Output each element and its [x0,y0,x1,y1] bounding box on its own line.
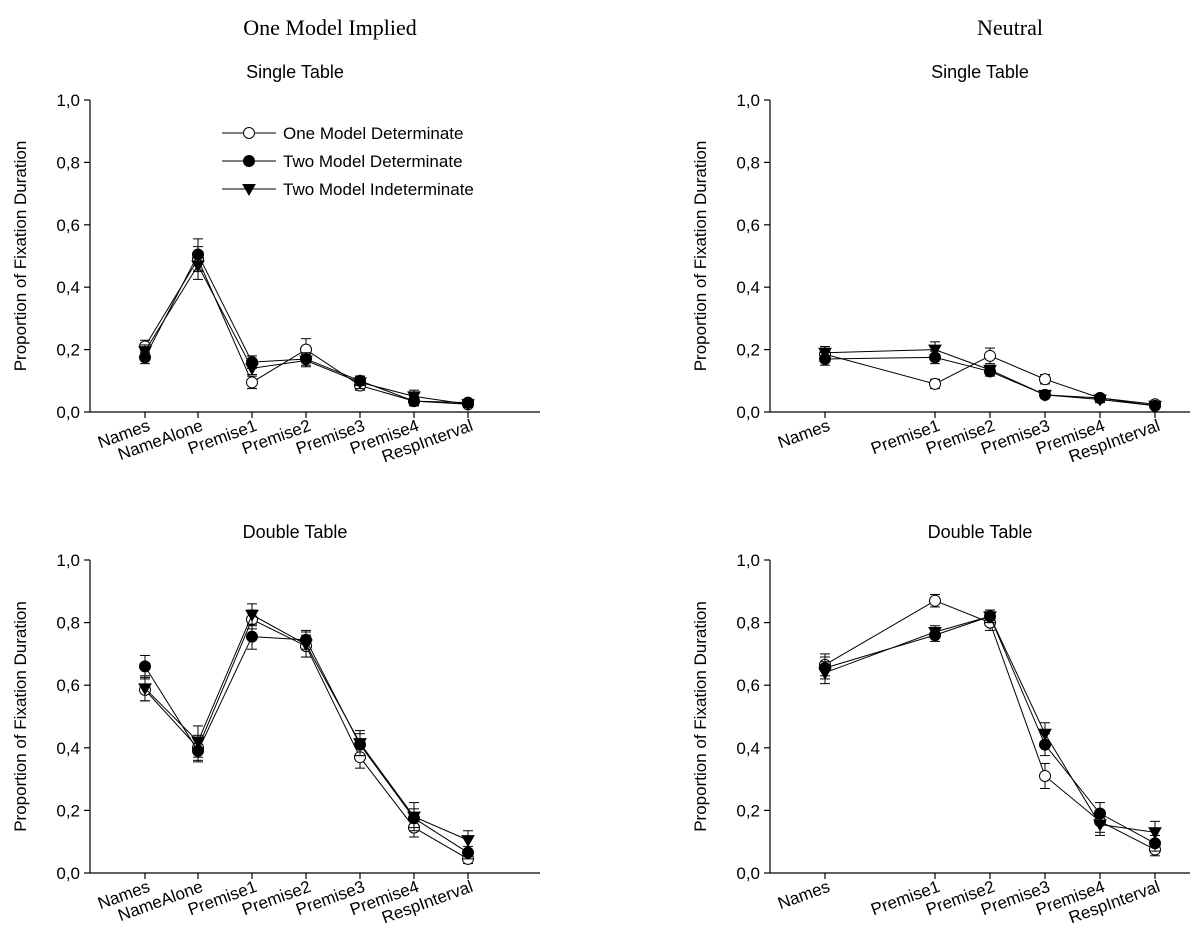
y-tick-label: 0,0 [736,864,760,883]
data-point [407,811,421,824]
y-tick-label: 0,6 [56,676,80,695]
y-tick-label: 0,6 [56,216,80,235]
series-line [824,615,1156,844]
data-point [1039,373,1051,386]
data-point [928,626,942,639]
data-point [1038,389,1052,402]
panel-title: Single Table [246,62,344,82]
column-title-right: Neutral [977,15,1043,40]
legend-marker [242,184,256,197]
y-tick-label: 0,8 [56,614,80,633]
legend-marker [243,155,255,167]
series-line [824,349,1156,407]
panel-title: Single Table [931,62,1029,82]
y-tick-label: 0,8 [736,614,760,633]
series-line [824,356,1156,407]
data-point [1039,769,1051,782]
legend-label: Two Model Indeterminate [283,180,474,199]
chart-panel-1: Single Table 0,0 0,2 0,4 0,6 0,8 1,0 Proportion… [11,62,540,466]
y-tick-label: 0,6 [736,676,760,695]
data-point [929,594,941,607]
y-tick-label: 0,6 [736,216,760,235]
legend-label: One Model Determinate [283,124,463,143]
data-point [138,683,152,696]
series-two-model-determinate [819,609,1161,852]
series-two-model-indeterminate [138,603,475,851]
data-point [818,347,832,360]
panel-title: Double Table [928,522,1033,542]
data-point [407,391,421,404]
y-tick-label: 1,0 [56,551,80,570]
y-axis-label: Proportion of Fixation Duration [691,141,710,372]
y-tick-label: 0,4 [736,278,760,297]
data-point [818,667,832,680]
data-point [929,377,941,390]
data-point [1093,819,1107,832]
data-point [246,630,258,643]
data-point [983,611,997,624]
series-line [144,264,469,405]
y-tick-label: 0,2 [736,801,760,820]
x-tick-label: Names [775,416,832,452]
series-line [824,615,1156,833]
data-point [245,363,259,376]
data-point [353,738,367,751]
y-axis-label: Proportion of Fixation Duration [691,601,710,832]
y-tick-label: 0,8 [56,153,80,172]
data-point [353,377,367,390]
y-tick-label: 0,2 [56,341,80,360]
y-tick-label: 0,8 [736,153,760,172]
data-point [984,349,996,362]
data-point [246,376,258,389]
data-point [461,835,475,848]
chart-panel-2: Single Table 0,0 0,2 0,4 0,6 0,8 1,0 Proportion… [691,62,1190,466]
data-point [299,355,313,368]
y-axis-label: Proportion of Fixation Duration [11,601,30,832]
data-point [191,260,205,273]
y-tick-label: 0,2 [736,341,760,360]
series-two-model-indeterminate [138,250,475,412]
y-tick-label: 0,2 [56,801,80,820]
data-point [245,609,259,622]
y-tick-label: 1,0 [736,551,760,570]
data-point [139,660,151,673]
y-tick-label: 0,4 [736,739,760,758]
series-line [144,258,469,405]
data-point [461,399,475,412]
y-axis-label: Proportion of Fixation Duration [11,141,30,372]
chart-panel-3: Double Table 0,0 0,2 0,4 0,6 0,8 1,0 Proportion… [11,522,540,927]
series-two-model-indeterminate [818,609,1162,844]
y-tick-label: 0,0 [56,864,80,883]
x-tick-label: Names [775,877,832,913]
data-point [1148,400,1162,413]
data-point [928,344,942,357]
legend-marker [243,127,255,139]
data-point [138,346,152,359]
y-tick-label: 0,4 [56,278,80,297]
y-tick-label: 0,0 [56,403,80,422]
series-line [144,253,469,404]
y-tick-label: 0,0 [736,403,760,422]
data-point [191,736,205,749]
series-two-model-determinate [139,623,474,860]
y-tick-label: 1,0 [56,91,80,110]
data-point [1148,827,1162,840]
column-title-left: One Model Implied [243,15,417,40]
series-two-model-indeterminate [818,341,1162,413]
data-point [1093,394,1107,407]
panel-title: Double Table [243,522,348,542]
data-point [299,639,313,652]
y-tick-label: 0,4 [56,739,80,758]
panels: Single Table 0,0 0,2 0,4 0,6 0,8 1,0 Proportion… [11,62,1190,927]
series-two-model-determinate [139,238,474,409]
data-point [983,364,997,377]
y-tick-label: 1,0 [736,91,760,110]
legend-label: Two Model Determinate [283,152,463,171]
chart-panel-4: Double Table 0,0 0,2 0,4 0,6 0,8 1,0 Proportion… [691,522,1190,927]
data-point [1038,728,1052,741]
legend: One Model Determinate Two Model Determina… [222,124,474,199]
series-one-model-determinate [819,593,1161,857]
